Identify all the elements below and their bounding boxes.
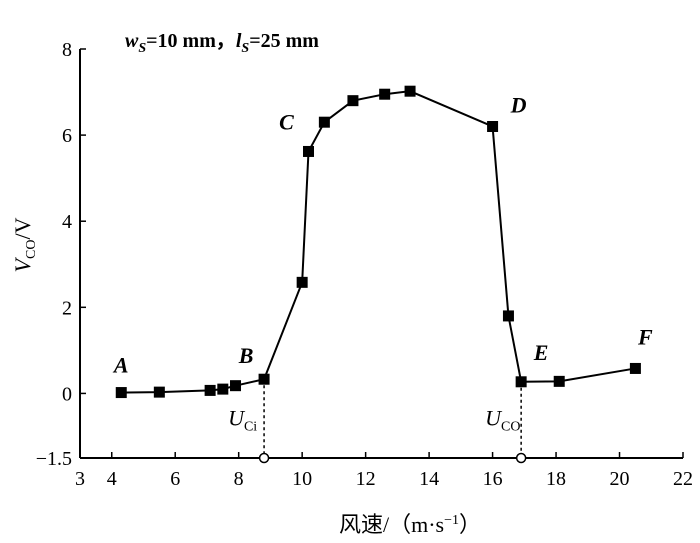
- y-tick-label: −1.5: [36, 448, 72, 470]
- y-tick-label: 2: [62, 297, 72, 319]
- x-axis-title: 风速/（m·s−1）: [339, 512, 481, 537]
- critical-speed-label: UCO: [485, 406, 520, 435]
- data-point: [629, 362, 641, 374]
- x-tick-label: 10: [292, 468, 312, 490]
- point-label: E: [533, 340, 549, 365]
- vlines: UCi UCO: [228, 379, 527, 464]
- point-label: C: [279, 109, 294, 134]
- data-point: [347, 95, 359, 107]
- point-label: F: [637, 324, 653, 349]
- y-tick-label: 4: [62, 211, 72, 233]
- x-tick-label: 4: [107, 468, 117, 490]
- data-point: [217, 383, 229, 395]
- x-tick-label: 8: [234, 468, 244, 490]
- critical-speed-label: UCi: [228, 406, 257, 435]
- y-axis-title: VCO/V: [10, 217, 39, 272]
- data-point: [502, 310, 514, 322]
- data-point: [303, 145, 315, 157]
- point-label: D: [510, 92, 527, 117]
- data-point: [487, 120, 499, 132]
- x-tick-label: 14: [419, 468, 439, 490]
- y-tick-label: 0: [62, 383, 72, 405]
- data-point: [204, 384, 216, 396]
- data-point: [379, 88, 391, 100]
- labels: A B C D E F: [112, 92, 653, 377]
- y-tick-label: 8: [62, 39, 72, 61]
- series-polyline: [121, 90, 636, 394]
- x-tick-label: 12: [356, 468, 376, 490]
- data-point: [296, 276, 308, 288]
- series-points: [115, 85, 641, 399]
- critical-speed-marker: [258, 452, 270, 464]
- series-line: [121, 90, 636, 394]
- x-tick-label: 20: [610, 468, 630, 490]
- axes: [79, 49, 683, 459]
- x-tick-label: 18: [546, 468, 566, 490]
- point-label: A: [112, 353, 129, 378]
- x-tick-label: 3: [75, 468, 85, 490]
- y-tick-label: 6: [62, 125, 72, 147]
- point-label: B: [238, 343, 254, 368]
- chart-annotation: wS=10 mm，lS=25 mm: [125, 30, 319, 56]
- data-point: [258, 373, 270, 385]
- x-tick-label: 6: [170, 468, 180, 490]
- data-point: [553, 375, 565, 387]
- data-point: [153, 386, 165, 398]
- critical-speed-marker: [515, 452, 527, 464]
- data-point: [404, 85, 416, 97]
- data-point: [230, 380, 242, 392]
- x-tick-label: 16: [483, 468, 503, 490]
- data-point: [515, 376, 527, 388]
- data-point: [115, 387, 127, 399]
- data-point: [318, 116, 330, 128]
- x-tick-label: 22: [673, 468, 693, 490]
